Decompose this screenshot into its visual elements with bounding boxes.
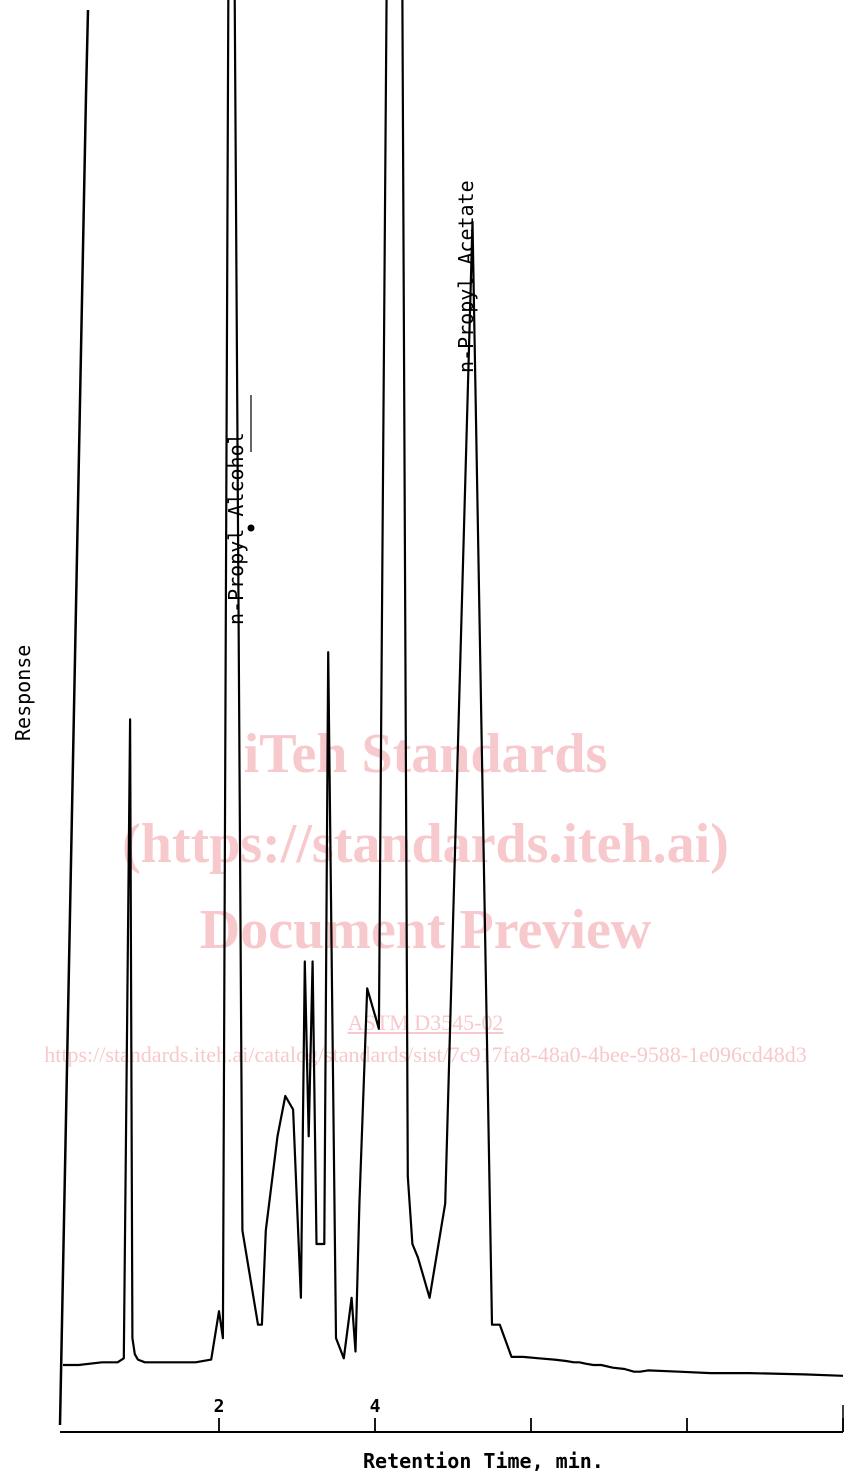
x-tick-label-4: 4 (370, 1396, 381, 1417)
y-axis-title: Response (11, 645, 35, 741)
annotation-propyl-alcohol: n-Propyl Alcohol (224, 432, 248, 625)
x-tick-label-2: 2 (214, 1396, 225, 1417)
trace-group (63, 0, 844, 1377)
x-axis-title: Retention Time, min. (363, 1449, 604, 1473)
chromatogram-trace (63, 0, 844, 1377)
annotation-propyl-acetate: n-Propyl Acetate (454, 180, 478, 373)
solvent-front-line (58, 9, 90, 1426)
annotation-dot (247, 524, 255, 532)
watermark-url[interactable]: https://standards.iteh.ai/catalog/standa… (44, 1042, 807, 1067)
